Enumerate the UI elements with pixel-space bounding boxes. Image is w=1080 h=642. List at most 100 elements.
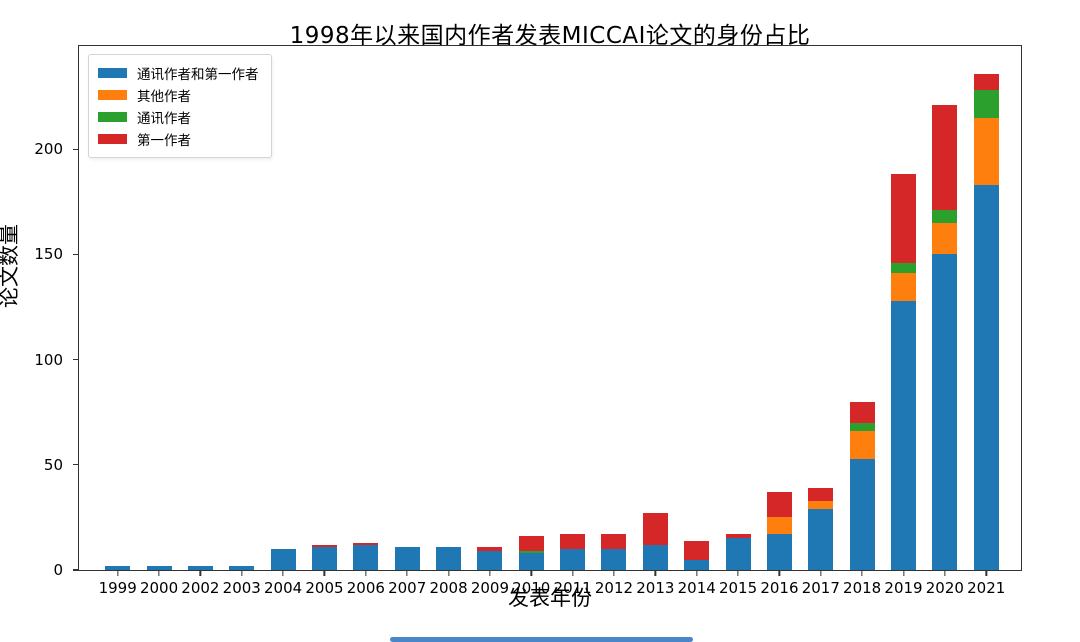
bar-segment: [642, 513, 668, 545]
legend-item: 第一作者: [98, 128, 259, 150]
bar-segment: [932, 105, 958, 211]
x-tick-mark: [158, 571, 160, 576]
x-tick-label: 2016: [760, 579, 799, 597]
bar-segment: [684, 559, 710, 570]
bar-segment: [808, 509, 834, 570]
x-tick-mark: [737, 571, 739, 576]
bar-segment: [725, 534, 751, 539]
bar-slot: 1999: [97, 46, 138, 597]
x-tick-mark: [696, 571, 698, 576]
y-tick-label: 150: [34, 245, 63, 264]
y-tick-mark: [73, 358, 78, 361]
x-tick-label: 2006: [346, 579, 385, 597]
legend-item: 通讯作者: [98, 106, 259, 128]
y-tick-label: 50: [43, 455, 63, 474]
y-axis-title: 论文数量: [0, 224, 21, 308]
bar-slot: 2009: [469, 46, 510, 597]
bar-2007: [394, 546, 420, 570]
bar-slot: 2008: [428, 46, 469, 597]
bar-segment: [353, 544, 379, 570]
x-tick-mark: [654, 571, 656, 576]
bars-row: 1999 2000 2002 2003 2004 2005 2006 2007 2008 2009…: [79, 46, 1021, 597]
x-tick-mark: [985, 571, 987, 576]
legend-swatch: [98, 112, 127, 122]
x-tick-label: 2005: [305, 579, 344, 597]
bar-slot: 2002: [180, 46, 221, 597]
bar-slot: 2010: [511, 46, 552, 597]
x-tick-label: 2020: [925, 579, 964, 597]
x-tick-label: 2004: [264, 579, 303, 597]
legend-label: 第一作者: [137, 133, 191, 149]
bar-1999: [105, 565, 131, 570]
x-tick-mark: [820, 571, 822, 576]
x-tick-mark: [282, 571, 284, 576]
bar-slot: 2003: [221, 46, 262, 597]
bar-2021: [973, 73, 999, 570]
bar-segment: [849, 431, 875, 459]
bar-segment: [766, 517, 792, 535]
x-tick-mark: [489, 571, 491, 576]
x-tick-label: 2013: [636, 579, 675, 597]
x-tick-label: 2010: [512, 579, 551, 597]
bar-slot: 2017: [800, 46, 841, 597]
bar-segment: [973, 117, 999, 185]
x-tick-mark: [613, 571, 615, 576]
bar-segment: [891, 273, 916, 301]
bar-2014: [684, 540, 710, 570]
x-tick-mark: [365, 571, 367, 576]
bar-segment: [601, 534, 627, 549]
bar-segment: [973, 185, 999, 570]
legend-label: 其他作者: [137, 89, 191, 105]
y-tick-label: 100: [34, 350, 63, 369]
bar-segment: [560, 534, 586, 549]
bar-segment: [353, 542, 379, 545]
bar-segment: [766, 534, 792, 570]
bar-segment: [849, 458, 875, 570]
y-tick-mark: [73, 253, 78, 256]
bar-2013: [642, 513, 668, 570]
x-tick-label: 2014: [677, 579, 716, 597]
y-tick-label: 200: [34, 140, 63, 159]
legend-item: 其他作者: [98, 84, 259, 106]
bar-slot: 2015: [717, 46, 758, 597]
x-tick-label: 2017: [801, 579, 840, 597]
bar-2000: [146, 565, 172, 570]
bar-segment: [311, 546, 337, 570]
bar-segment: [560, 549, 586, 570]
bar-segment: [146, 565, 172, 570]
x-tick-label: 2009: [470, 579, 509, 597]
x-tick-label: 2000: [139, 579, 179, 597]
bar-slot: 2000: [138, 46, 179, 597]
bar-slot: 2005: [304, 46, 345, 597]
bar-segment: [642, 544, 668, 570]
legend-swatch: [98, 134, 127, 144]
bar-segment: [849, 401, 875, 423]
bar-segment: [973, 73, 999, 91]
x-tick-mark: [447, 571, 450, 576]
bar-2016: [766, 492, 792, 570]
bar-segment: [187, 565, 213, 570]
bar-slot: 2012: [593, 46, 634, 597]
bar-slot: 2004: [262, 46, 303, 597]
bar-segment: [808, 488, 834, 501]
x-tick-mark: [902, 571, 905, 576]
bar-segment: [518, 553, 544, 570]
bar-slot: 2020: [924, 46, 965, 597]
x-tick-label: 2002: [181, 579, 220, 597]
bar-slot: 2019: [883, 46, 924, 597]
x-tick-mark: [241, 571, 243, 576]
legend: 通讯作者和第一作者 其他作者 通讯作者 第一作者: [88, 54, 272, 158]
bar-segment: [518, 551, 544, 554]
bar-2012: [601, 534, 627, 570]
bar-2018: [849, 401, 875, 570]
x-tick-label: 2007: [388, 579, 427, 597]
x-tick-mark: [117, 571, 119, 576]
chart-title: 1998年以来国内作者发表MICCAI论文的身份占比: [289, 23, 811, 49]
bar-2020: [932, 105, 958, 570]
x-tick-label: 2021: [967, 579, 1006, 597]
x-tick-label: 2003: [222, 579, 261, 597]
video-progress-bar[interactable]: [390, 637, 693, 642]
bar-segment: [477, 551, 503, 570]
bar-2002: [187, 565, 213, 570]
